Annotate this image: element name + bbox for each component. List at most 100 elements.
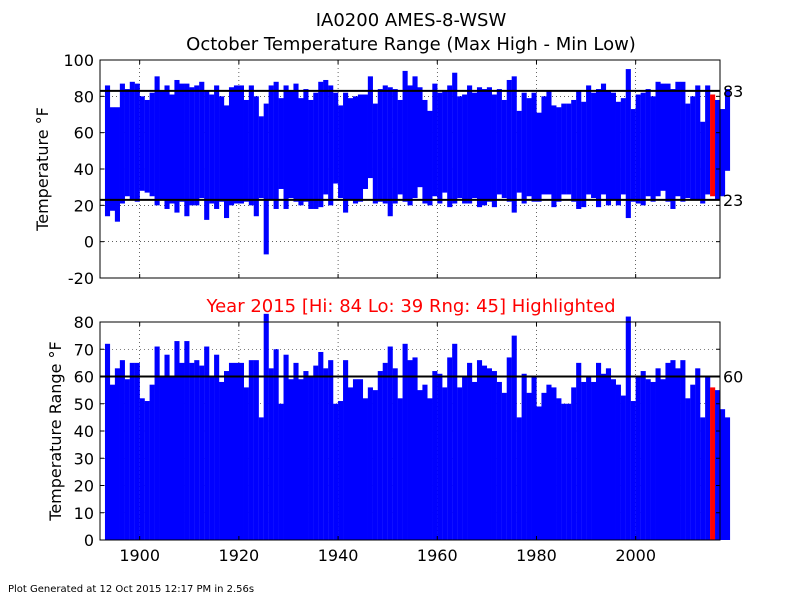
bar-1939 [333,403,339,540]
bar-1955 [412,357,418,540]
bar-1943 [352,379,359,540]
bar-1938 [328,360,334,540]
bar-2006 [665,83,671,202]
bar-2014 [705,85,711,195]
bar-1925 [263,103,269,255]
bar-1899 [134,83,140,202]
bar-1974 [506,79,512,202]
bar-1915 [214,354,220,540]
bar-2001 [640,92,646,206]
bar-1940 [338,105,344,199]
bar-1958 [427,110,433,206]
bar-1927 [273,349,279,540]
bar-1964 [457,387,463,540]
bar-1950 [387,346,393,540]
bar-1997 [620,98,626,195]
bar-1949 [382,85,388,204]
bar-2001 [640,371,646,540]
bar-1956 [417,390,423,540]
bar-1944 [357,379,364,540]
bar-1987 [571,387,577,540]
bar-1981 [541,392,547,540]
bar-1926 [268,368,274,540]
bar-1978 [526,98,532,197]
bar-1982 [546,384,552,540]
bar-2004 [655,81,661,197]
bar-1894 [109,384,116,540]
y-tick-label-100: 100 [63,51,94,70]
bar-1992 [596,89,602,208]
bar-1893 [104,85,111,217]
bar-1923 [253,360,259,540]
bar-2017 [720,409,726,540]
generated-footer: Plot Generated at 12 Oct 2015 12:17 PM i… [8,584,255,595]
bar-1991 [591,92,597,199]
bar-1950 [387,87,393,217]
y-tick-label--20: -20 [68,269,94,288]
bar-1983 [551,105,557,208]
bar-2008 [675,368,681,540]
x-tick-label-2000: 2000 [615,546,656,565]
bar-1940 [338,401,344,540]
bar-1984 [556,107,562,202]
bar-2007 [670,360,676,540]
bar-1918 [228,87,235,206]
bar-1895 [114,107,120,222]
bar-1986 [566,103,572,195]
bar-1996 [615,384,621,540]
y-tick-label-50: 50 [74,395,94,414]
bar-1918 [228,362,235,540]
lower-panel-title: Year 2015 [Hi: 84 Lo: 39 Rng: 45] Highli… [206,296,616,317]
bar-2018 [724,417,731,540]
bar-1972 [496,381,502,540]
bar-2017 [720,109,726,197]
bar-1953 [402,343,408,540]
bar-1947 [372,103,378,204]
bar-1910 [189,87,195,206]
bar-1963 [452,72,458,204]
bar-1942 [348,98,354,200]
bar-1994 [605,368,612,540]
bar-1933 [303,371,309,540]
bar-1992 [596,362,602,540]
bar-1906 [169,376,175,540]
bar-1956 [417,87,423,188]
bar-2016 [715,390,721,540]
y-tick-label-80: 80 [74,87,94,106]
bar-1897 [124,89,130,197]
bar-1957 [422,384,428,540]
bar-1894 [109,107,116,211]
bar-1935 [313,365,319,540]
bar-1973 [501,99,507,199]
bar-1987 [571,99,577,202]
bar-1898 [129,362,135,540]
temperature-panel: 83 23 -20 0 20 40 60 80 100 Temperature °F [33,51,743,288]
bar-1927 [273,81,279,209]
bar-1941 [343,360,349,540]
bar-1951 [392,89,398,204]
bar-1947 [372,390,378,540]
bar-1930 [288,379,294,540]
bar-1973 [501,392,507,540]
bar-1958 [427,398,433,540]
bar-1916 [219,381,225,540]
bar-1921 [243,387,249,540]
bar-1922 [248,85,254,206]
reference-label-83: 83 [723,82,743,101]
y-tick-label-40: 40 [74,422,94,441]
bar-1908 [179,83,185,202]
bar-1926 [268,85,274,200]
bar-1914 [209,376,215,540]
bar-1903 [154,346,160,540]
bar-1959 [432,371,438,540]
bar-1994 [605,90,612,206]
bar-1905 [164,354,170,540]
bar-1967 [472,381,478,540]
bar-1945 [362,398,368,540]
bar-1988 [576,90,582,209]
bar-1933 [303,89,309,202]
bar-1900 [139,96,145,191]
bar-1971 [491,371,497,540]
bar-2003 [650,381,656,540]
y-axis-label: Temperature Range °F [46,341,65,521]
